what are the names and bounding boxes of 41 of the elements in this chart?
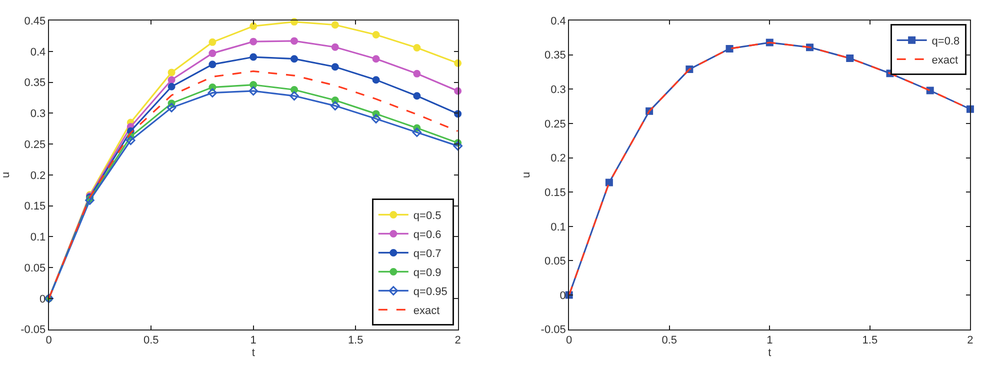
y-tick-label: 0.1 bbox=[30, 232, 46, 244]
x-tick-label: 0.5 bbox=[662, 334, 678, 347]
x-tick-label: 2 bbox=[967, 334, 974, 347]
legend-label: q=0.8 bbox=[932, 35, 960, 48]
x-tick-label: 2 bbox=[454, 334, 461, 347]
y-tick-label: 0.1 bbox=[550, 221, 566, 234]
x-tick-label: 1 bbox=[766, 334, 773, 347]
y-tick-label: 0.4 bbox=[550, 15, 566, 28]
y-tick-label: 0 bbox=[560, 290, 566, 302]
y-tick-label: 0.3 bbox=[550, 84, 566, 96]
legend-label: q=0.9 bbox=[413, 267, 442, 280]
legend-label: q=0.6 bbox=[413, 229, 442, 242]
y-tick-label: 0.45 bbox=[24, 15, 46, 28]
y-axis-title: u bbox=[520, 172, 532, 178]
y-tick-label: 0.25 bbox=[24, 138, 46, 151]
y-tick-label: -0.05 bbox=[20, 324, 46, 336]
y-tick-label: 0.15 bbox=[24, 200, 46, 213]
y-tick-label: 0.35 bbox=[544, 50, 566, 62]
x-axis-title: t bbox=[768, 346, 772, 359]
y-tick-label: 0.2 bbox=[30, 170, 46, 182]
y-tick-label: 0.3 bbox=[30, 108, 46, 120]
y-tick-label: 0 bbox=[40, 293, 46, 306]
y-tick-label: 0.35 bbox=[24, 77, 46, 90]
legend-label: exact bbox=[413, 305, 440, 318]
x-tick-label: 1.5 bbox=[348, 334, 364, 347]
y-tick-label: 0.05 bbox=[24, 262, 46, 274]
y-tick-label: 0.2 bbox=[550, 152, 566, 165]
y-tick-label: -0.05 bbox=[540, 324, 566, 336]
legend-label: q=0.95 bbox=[413, 286, 448, 298]
legend-label: exact bbox=[932, 54, 958, 66]
legend-label: q=0.5 bbox=[413, 210, 442, 222]
x-axis-title: t bbox=[252, 346, 255, 359]
y-tick-label: 0.25 bbox=[544, 118, 566, 130]
y-axis-title: u bbox=[0, 172, 12, 178]
x-tick-label: 1 bbox=[250, 334, 256, 347]
y-tick-label: 0.4 bbox=[30, 46, 46, 58]
legend-label: q=0.7 bbox=[413, 248, 442, 260]
x-tick-label: 1.5 bbox=[862, 334, 878, 347]
y-tick-label: 0.05 bbox=[544, 256, 566, 268]
x-tick-label: 0.5 bbox=[143, 334, 159, 347]
y-tick-label: 0.15 bbox=[544, 186, 566, 199]
